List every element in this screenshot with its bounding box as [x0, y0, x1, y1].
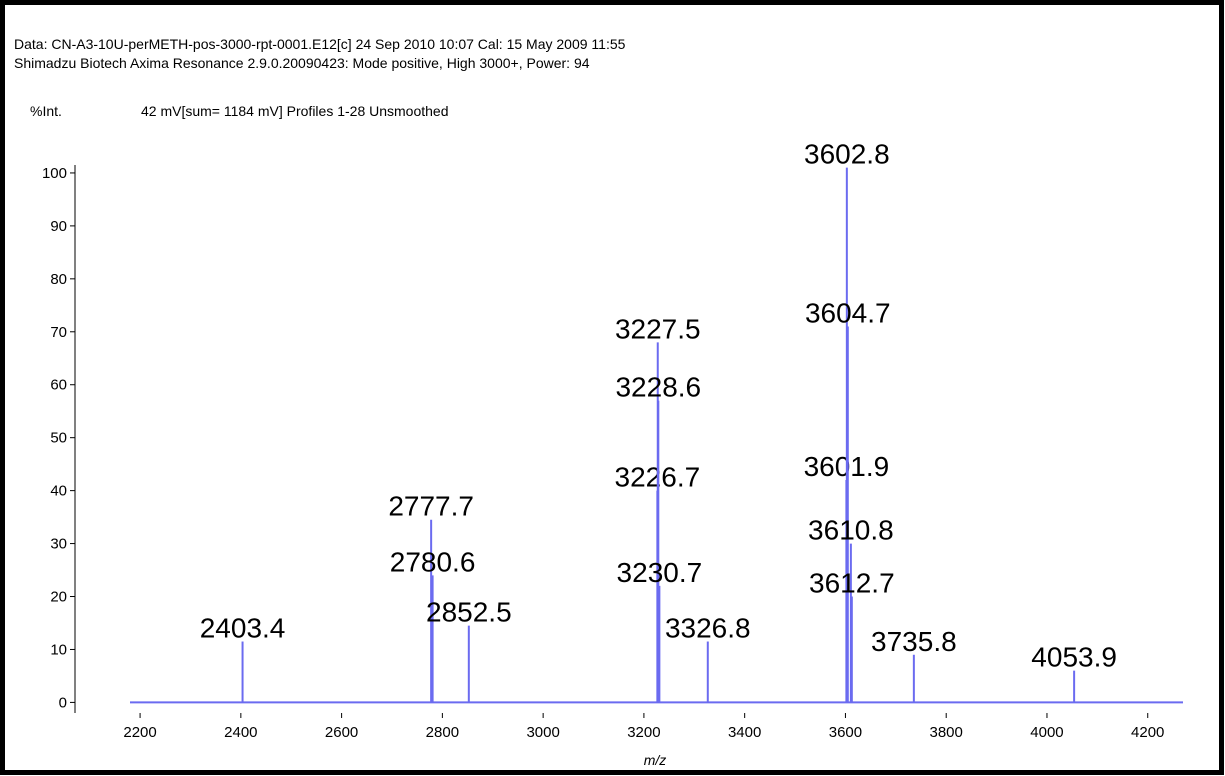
chart-subtitle: Shimadzu Biotech Axima Resonance 2.9.0.2… — [14, 55, 590, 71]
peak-label: 3228.6 — [615, 372, 701, 403]
y-tick-label: 80 — [50, 271, 67, 288]
peak-label: 2403.4 — [200, 613, 286, 644]
x-tick-label: 3200 — [627, 724, 660, 741]
peak-label: 4053.9 — [1031, 642, 1117, 673]
peak-label: 3612.7 — [809, 568, 895, 599]
x-tick-label: 2400 — [224, 724, 257, 741]
y-tick-label: 10 — [50, 641, 67, 658]
peak-label: 3227.5 — [615, 313, 701, 344]
y-tick-label: 100 — [42, 165, 67, 182]
x-tick-label: 3600 — [829, 724, 862, 741]
y-tick-label: 90 — [50, 218, 67, 235]
x-tick-label: 2200 — [123, 724, 156, 741]
peak-label: 3326.8 — [665, 613, 751, 644]
chart-title: Data: CN-A3-10U-perMETH-pos-3000-rpt-000… — [14, 36, 626, 52]
x-tick-label: 3800 — [930, 724, 963, 741]
y-tick-label: 0 — [59, 694, 67, 711]
peak-label: 3610.8 — [808, 515, 894, 546]
y-tick-label: 60 — [50, 377, 67, 394]
x-tick-label: 2800 — [426, 724, 459, 741]
peak-label: 3735.8 — [871, 626, 957, 657]
peak-label: 2777.7 — [388, 491, 474, 522]
x-tick-label: 4000 — [1030, 724, 1063, 741]
x-tick-label: 3000 — [526, 724, 559, 741]
x-tick-label: 2600 — [325, 724, 358, 741]
y-tick-label: 40 — [50, 483, 67, 500]
peak-label: 3230.7 — [617, 557, 703, 588]
x-axis-label: m/z — [644, 752, 667, 768]
x-tick-label: 4200 — [1131, 724, 1164, 741]
peak-label: 3604.7 — [805, 297, 891, 328]
y-tick-label: 30 — [50, 536, 67, 553]
y-axis-label: %Int. — [30, 103, 62, 119]
peak-label: 3602.8 — [804, 139, 890, 170]
y-tick-label: 50 — [50, 430, 67, 447]
y-tick-label: 70 — [50, 324, 67, 341]
peak-label: 2852.5 — [426, 597, 512, 628]
x-tick-label: 3400 — [728, 724, 761, 741]
y-tick-label: 20 — [50, 589, 67, 606]
annotation: 42 mV[sum= 1184 mV] Profiles 1-28 Unsmoo… — [141, 103, 449, 119]
peak-label: 2780.6 — [390, 546, 476, 577]
